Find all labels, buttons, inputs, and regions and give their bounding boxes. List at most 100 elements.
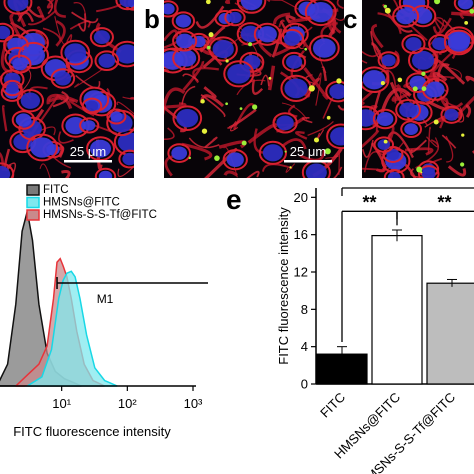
cell-outline [236, 0, 267, 14]
nucleus [243, 55, 261, 70]
nucleus [226, 152, 244, 168]
fitc-signal [268, 76, 272, 80]
nucleus [12, 57, 28, 71]
membrane-stain [287, 104, 298, 118]
membrane-stain [362, 81, 366, 107]
membrane-stain [251, 79, 264, 95]
legend-label: HMSNs@FITC [43, 197, 120, 209]
cell-outline [222, 149, 248, 171]
membrane-stain [116, 101, 134, 115]
cell-outline [224, 8, 246, 27]
nucleus [240, 0, 263, 11]
cell-outline [395, 98, 422, 121]
x-tick-label: 10³ [184, 396, 203, 411]
micrograph-c-image [362, 0, 474, 178]
nucleus [447, 33, 470, 52]
membrane-stain [370, 23, 384, 49]
membrane-stain [432, 58, 466, 85]
membrane-stain [39, 163, 51, 178]
nucleus [387, 171, 401, 178]
membrane-stain [338, 148, 341, 175]
membrane-stain [285, 163, 296, 173]
scalebar-b-label: 25 μm [290, 144, 326, 159]
nucleus [425, 81, 445, 98]
nucleus [7, 0, 29, 12]
membrane-stain [246, 170, 260, 178]
nucleus [3, 72, 21, 87]
membrane-stain [315, 72, 322, 106]
fitc-signal [289, 166, 292, 169]
cell-outline [304, 0, 337, 27]
nucleus [83, 120, 96, 131]
membrane-stain [1, 105, 8, 132]
y-tick-label: 0 [301, 377, 308, 392]
nucleus [396, 8, 416, 25]
membrane-stain [336, 0, 344, 10]
legend-swatch [26, 209, 40, 221]
cell-outline [172, 30, 198, 52]
cell-outline [377, 51, 400, 70]
nucleus [164, 3, 175, 15]
fitc-signal [225, 102, 228, 106]
membrane-stain [299, 150, 326, 162]
cell-outline [253, 22, 281, 46]
membrane-stain [362, 49, 381, 58]
legend-swatch [26, 196, 40, 209]
nucleus [409, 75, 427, 90]
legend-label: FITC [43, 184, 69, 196]
membrane-stain [362, 59, 368, 64]
fitc-signal [421, 86, 427, 92]
nucleus [308, 1, 333, 23]
micrograph-a: 25 μm [0, 0, 134, 178]
scalebar-a [64, 160, 112, 163]
fitc-signal [308, 85, 315, 92]
membrane-stain [37, 6, 46, 21]
nucleus [176, 49, 197, 67]
fitc-signal [188, 156, 191, 160]
panel-letter-e: e [226, 184, 242, 215]
scalebar-a-label: 25 μm [70, 144, 106, 159]
nucleus [98, 53, 116, 68]
membrane-stain [285, 14, 296, 24]
nucleus [90, 139, 112, 158]
membrane-stain [395, 84, 403, 94]
membrane-stain [223, 170, 239, 177]
membrane-stain [164, 87, 186, 115]
membrane-stain [200, 93, 226, 118]
membrane-stain [55, 20, 66, 47]
nucleus [15, 113, 32, 127]
y-tick-label: 4 [301, 339, 308, 354]
nucleus [85, 100, 99, 112]
nucleus [115, 44, 134, 64]
membrane-stain [17, 11, 34, 23]
fitc-signal [313, 137, 320, 143]
nucleus [411, 50, 435, 70]
panel-letter-b: b [144, 4, 160, 34]
flow-cytometry-histogram: 10¹ 10² 10³ FITC fluorescence intensity M1… [0, 184, 208, 439]
nucleus [405, 37, 422, 51]
fitc-signal [304, 47, 308, 51]
nucleus [228, 11, 242, 24]
fitc-signal [420, 171, 423, 174]
cell-outline [405, 72, 431, 93]
membrane-stain [295, 131, 308, 140]
fitc-signal [416, 166, 423, 173]
membrane-stain [445, 135, 454, 163]
y-axis-label: FITC fluorescence intensity [276, 207, 291, 365]
nucleus [399, 102, 418, 118]
nucleus [176, 108, 199, 128]
cell-outline [94, 50, 120, 72]
nucleus [117, 132, 134, 153]
fitc-signal [421, 71, 426, 76]
legend-swatch [26, 184, 40, 196]
cell-outline [3, 0, 33, 15]
scalebar-b [284, 160, 332, 163]
histogram-hmsns-fitc [24, 270, 118, 387]
membrane-stain [273, 12, 291, 25]
nucleus [305, 163, 327, 178]
membrane-stain [410, 139, 427, 154]
cell-outline [2, 79, 23, 97]
fitc-signal [206, 45, 211, 50]
membrane-stain [451, 11, 474, 17]
nucleus [413, 8, 433, 24]
